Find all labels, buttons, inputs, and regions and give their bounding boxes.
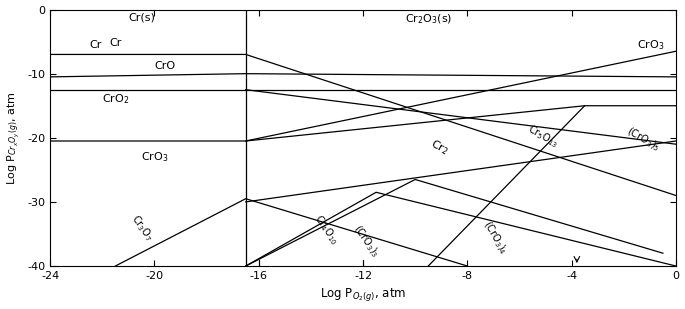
Text: Cr: Cr <box>89 40 101 50</box>
Text: Cr$_4$O$_{10}$: Cr$_4$O$_{10}$ <box>311 212 342 248</box>
Text: (CrO$_3$)$_5$: (CrO$_3$)$_5$ <box>624 124 662 154</box>
Text: Cr: Cr <box>109 38 121 49</box>
Text: CrO: CrO <box>155 61 175 71</box>
Text: CrO$_3$: CrO$_3$ <box>637 38 664 52</box>
Text: Cr$_3$O$_7$: Cr$_3$O$_7$ <box>128 212 156 244</box>
Text: (CrO$_3$)$_4$: (CrO$_3$)$_4$ <box>480 218 510 257</box>
Text: CrO$_3$: CrO$_3$ <box>141 150 169 164</box>
X-axis label: Log P$_{O_2(g)}$, atm: Log P$_{O_2(g)}$, atm <box>320 286 406 303</box>
Text: CrO$_2$: CrO$_2$ <box>102 92 129 106</box>
Text: Cr$_2$: Cr$_2$ <box>428 137 451 158</box>
Text: Cr$_5$O$_{13}$: Cr$_5$O$_{13}$ <box>525 123 560 151</box>
Text: Cr$_2$O$_3$(s): Cr$_2$O$_3$(s) <box>405 13 452 26</box>
Y-axis label: Log P$_{Cr_xO_y(g)}$, atm: Log P$_{Cr_xO_y(g)}$, atm <box>5 91 22 184</box>
Text: (CrO$_3$)$_3$: (CrO$_3$)$_3$ <box>350 222 382 260</box>
Text: Cr(s): Cr(s) <box>128 13 155 23</box>
